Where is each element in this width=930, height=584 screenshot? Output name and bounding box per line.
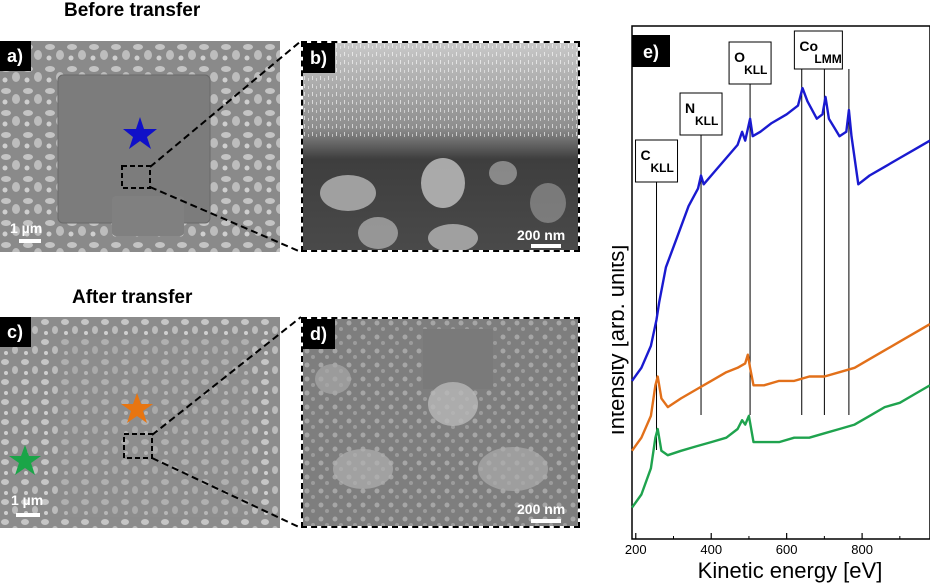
panel-a-label: a) (0, 41, 32, 71)
panel-c-scalebar (16, 513, 40, 517)
panel-a-scalebar (19, 239, 41, 243)
after-transfer-title: After transfer (72, 287, 193, 308)
panel-b-label: b) (303, 43, 335, 73)
annotation-sublabel-n: KLL (695, 114, 718, 128)
panel-e-label: e) (643, 42, 659, 62)
panel-d-scalebar (531, 519, 561, 523)
x-tick-label-200: 200 (625, 542, 647, 557)
x-tick-label-600: 600 (776, 542, 798, 557)
panel-a-sem-image: a) 1 µm (0, 41, 280, 252)
annotation-sublabel-o: KLL (744, 63, 767, 77)
x-axis-label: Kinetic energy [eV] (698, 558, 883, 583)
panel-d-label: d) (303, 319, 335, 349)
panel-b-scalebar (531, 244, 561, 248)
panel-d-scalebar-text: 200 nm (517, 501, 566, 517)
zoom-line-bottom-b (149, 186, 302, 253)
panel-d-zoom-image: d) 200 nm (301, 317, 580, 528)
annotation-label-n: N (685, 100, 695, 116)
panel-a-scalebar-text: 1 µm (10, 220, 43, 236)
zoom-line-top-d (151, 316, 302, 436)
annotation-sublabel-co: LMM (814, 52, 841, 66)
annotation-box-co (793, 30, 843, 70)
series-line-1 (631, 323, 930, 452)
annotation-label-co: Co (799, 38, 818, 54)
zoom-line-top-b (149, 40, 302, 168)
panel-c-scalebar-text: 1 µm (11, 492, 44, 508)
before-transfer-title: Before transfer (64, 0, 201, 21)
panel-e-label-box (632, 35, 670, 67)
annotation-sublabel-c: KLL (651, 161, 674, 175)
annotation-label-c: C (641, 147, 651, 163)
series-line-0 (631, 86, 930, 382)
annotation-box-n (679, 92, 723, 136)
zoom-line-bottom-d (151, 457, 302, 529)
panel-b-scalebar-text: 200 nm (517, 227, 566, 243)
series-line-2 (631, 384, 930, 509)
orange-star-icon (121, 393, 153, 423)
chart-plot-frame (631, 25, 930, 540)
annotation-box-o (728, 41, 772, 85)
y-axis-label: Intensity [arb. units] (612, 245, 629, 436)
green-star-icon (9, 445, 41, 475)
panel-c-label: c) (0, 317, 32, 347)
panel-c-sem-image: c) 1 µm (0, 317, 280, 528)
annotation-box-c (635, 139, 679, 183)
panel-b-zoom-image: b) 200 nm (301, 41, 580, 252)
x-tick-label-800: 800 (851, 542, 873, 557)
x-tick-label-400: 400 (700, 542, 722, 557)
blue-star-icon (123, 117, 157, 149)
annotation-label-o: O (734, 49, 745, 65)
